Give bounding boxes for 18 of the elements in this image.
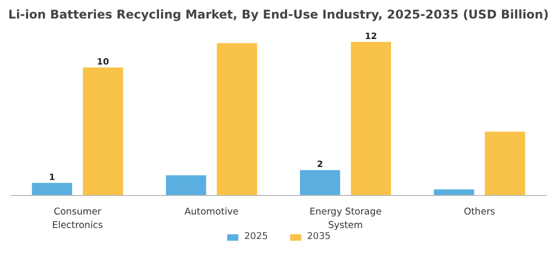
x-tick-label: Automotive [184,206,239,218]
bar [350,42,392,196]
bar [166,175,206,196]
x-tick-label: Energy Storage System [309,206,382,231]
bar [216,43,258,196]
legend-label: 2035 [307,231,331,242]
bar [82,68,124,196]
data-label: 10 [96,58,109,68]
x-tick-label: Consumer Electronics [52,206,104,231]
data-label: 2 [317,160,324,170]
legend-label: 2025 [244,231,268,242]
chart-title: Li-ion Batteries Recycling Market, By End-Use Industry, 2025-2035 (USD Billion) [8,8,549,22]
data-label: 1 [49,172,56,183]
x-tick-label: Others [464,206,496,218]
data-label: 12 [364,32,377,42]
bar [484,132,526,196]
bar [32,182,72,196]
bar [300,170,340,196]
